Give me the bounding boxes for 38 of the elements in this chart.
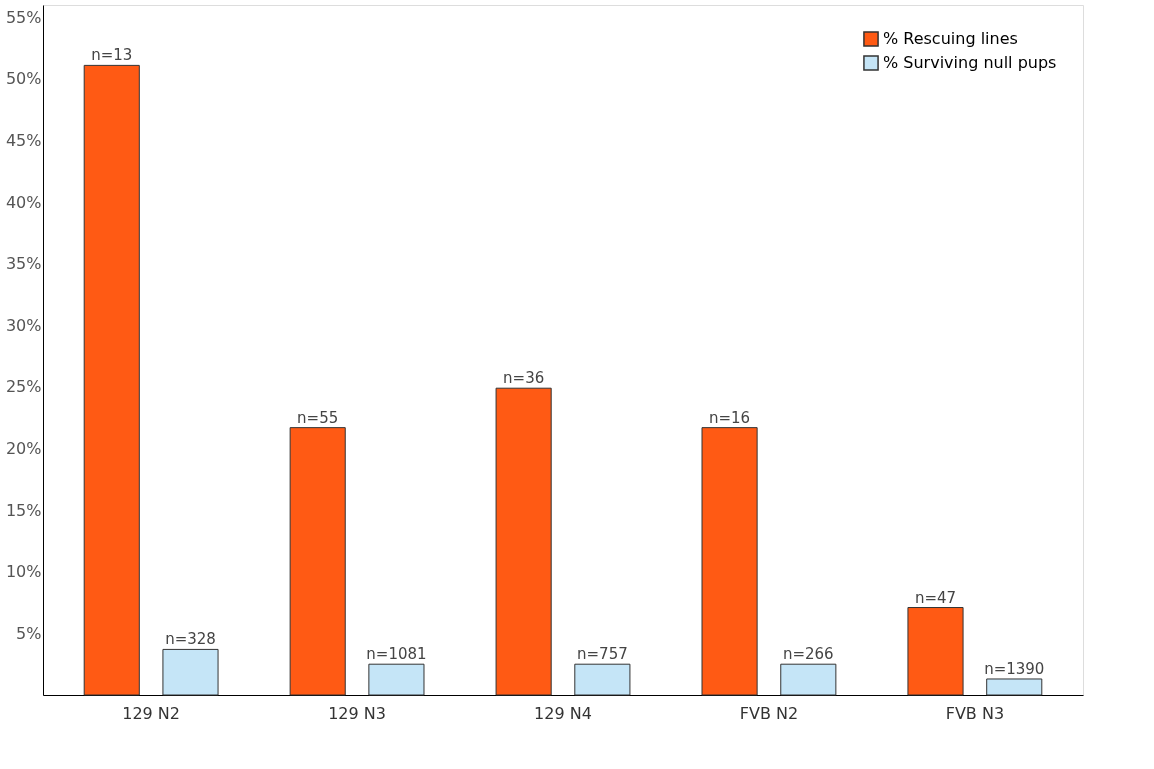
- annotation: n=47: [914, 588, 957, 607]
- bar: [574, 663, 631, 696]
- y-tick-label: 55%: [5, 7, 42, 27]
- y-tick-label: 15%: [5, 500, 42, 520]
- annotation: n=16: [708, 408, 751, 427]
- y-tick-label: 30%: [5, 315, 42, 335]
- y-tick-label: 40%: [5, 192, 42, 212]
- y-tick-label: 50%: [5, 69, 42, 89]
- bar: [495, 387, 552, 696]
- y-tick-label: 5%: [16, 623, 42, 643]
- annotation: n=266: [782, 645, 834, 664]
- annotation: n=757: [577, 645, 628, 664]
- y-tick-label: 20%: [5, 439, 42, 459]
- annotation: n=36: [503, 369, 545, 388]
- annotation: n=13: [91, 46, 133, 65]
- x-tick-label: FVB N2: [739, 703, 799, 723]
- annotation: n=1390: [984, 659, 1045, 678]
- y-tick-label: 45%: [5, 131, 42, 151]
- bar: [289, 427, 346, 696]
- legend-label: % Surviving null pups: [883, 53, 1057, 72]
- annotation: n=55: [297, 408, 339, 427]
- bar: [162, 648, 219, 696]
- annotation: n=328: [165, 630, 216, 649]
- bar: [907, 607, 964, 696]
- x-tick-label: 129 N2: [122, 703, 181, 723]
- legend-label: % Rescuing lines: [883, 29, 1018, 48]
- bar: [780, 663, 837, 696]
- y-tick-label: 35%: [5, 254, 42, 274]
- bar: [986, 678, 1043, 696]
- x-tick-label: 129 N4: [534, 703, 592, 723]
- annotation: n=1081: [366, 645, 427, 664]
- bar: [368, 663, 425, 696]
- x-tick-label: 129 N3: [328, 703, 386, 723]
- y-tick-label: 10%: [5, 562, 42, 582]
- bar: [83, 64, 140, 696]
- y-tick-label: 25%: [5, 377, 42, 397]
- bar: [701, 427, 758, 696]
- x-tick-label: FVB N3: [945, 703, 1005, 723]
